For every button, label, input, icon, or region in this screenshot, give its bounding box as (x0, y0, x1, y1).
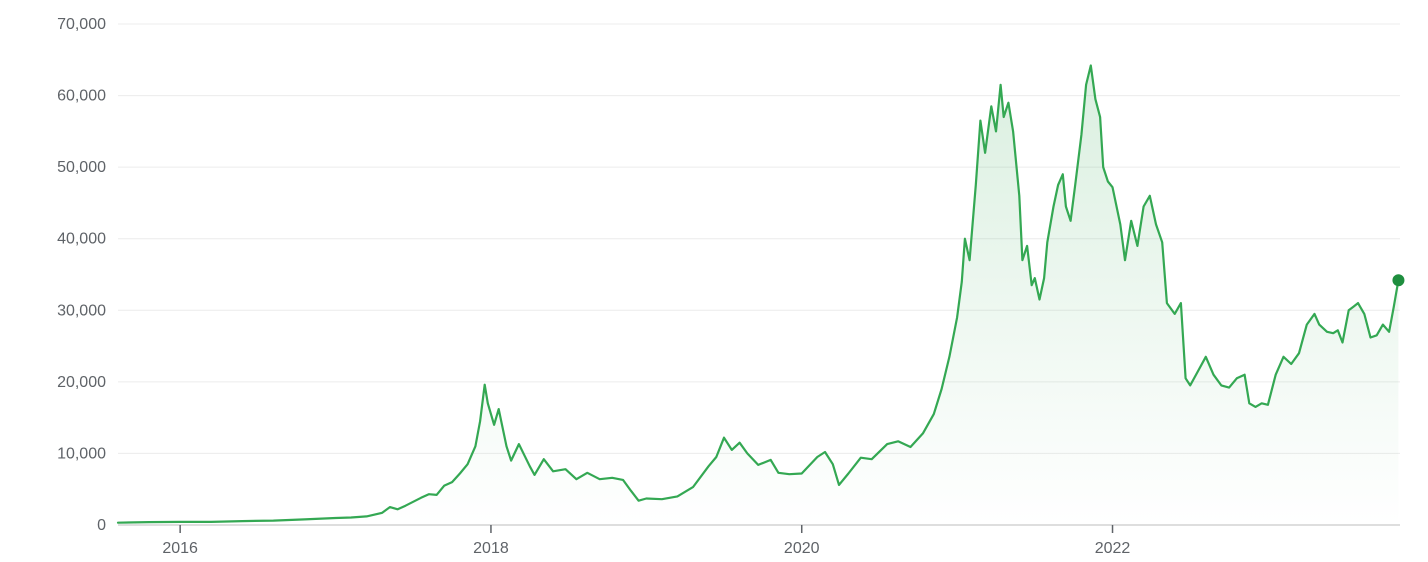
y-axis-label: 10,000 (57, 445, 106, 462)
chart-svg: 0 10,000 20,000 30,000 40,000 50,000 60,000 70,… (0, 0, 1428, 562)
series-area (118, 66, 1398, 526)
y-axis-label: 20,000 (57, 374, 106, 391)
y-axis-label: 0 (97, 517, 106, 534)
x-axis-label: 2016 (162, 540, 198, 557)
x-axis-label: 2018 (473, 540, 509, 557)
y-axis-label: 50,000 (57, 159, 106, 176)
x-axis-label: 2022 (1095, 540, 1131, 557)
y-axis-label: 30,000 (57, 302, 106, 319)
y-axis-label: 40,000 (57, 231, 106, 248)
y-axis-label: 70,000 (57, 16, 106, 33)
x-axis-label: 2020 (784, 540, 820, 557)
end-marker (1392, 274, 1404, 286)
y-axis-label: 60,000 (57, 88, 106, 105)
price-chart: 0 10,000 20,000 30,000 40,000 50,000 60,000 70,… (0, 0, 1428, 562)
